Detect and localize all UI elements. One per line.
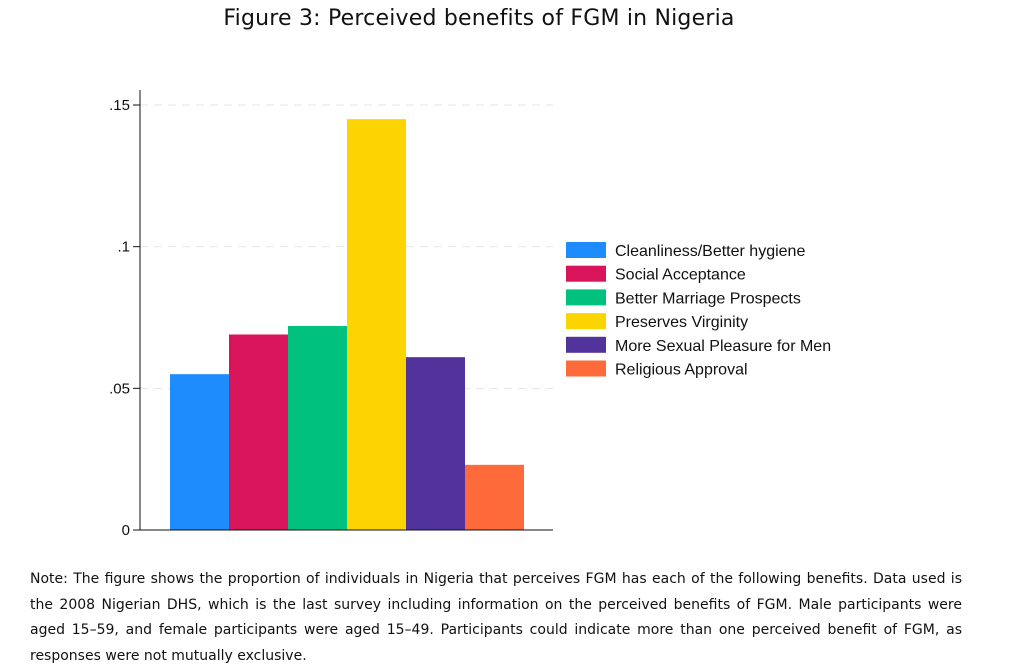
legend-label: Better Marriage Prospects: [615, 290, 801, 307]
legend-swatch: [566, 360, 606, 377]
legend-swatch: [566, 289, 606, 306]
legend-label: Preserves Virginity: [615, 314, 748, 331]
chart-title: Figure 3: Perceived benefits of FGM in N…: [223, 6, 735, 31]
legend-label: Social Acceptance: [615, 267, 746, 284]
bar: [465, 464, 524, 530]
figure-note: Note: The figure shows the proportion of…: [30, 571, 962, 664]
legend-swatch: [566, 265, 606, 282]
legend-swatch: [566, 242, 606, 258]
bar: [229, 334, 288, 530]
legend-swatch: [566, 313, 606, 330]
bar-chart: 0 .05 .1 .15 Cleanliness/Better hygiene Soci…: [109, 90, 831, 539]
legend-swatch: [566, 336, 606, 353]
legend-label: Cleanliness/Better hygiene: [615, 243, 805, 260]
bars: [170, 119, 524, 531]
bar: [288, 326, 347, 530]
y-axis: 0 .05 .1 .15: [109, 90, 553, 539]
bar: [170, 374, 229, 530]
y-tick-label: .15: [109, 97, 130, 114]
legend-label: More Sexual Pleasure for Men: [615, 338, 831, 355]
bar: [406, 357, 465, 530]
bar: [347, 119, 406, 531]
y-tick-label: .05: [109, 380, 130, 397]
y-tick-label: .1: [117, 239, 130, 256]
y-tick-label: 0: [122, 522, 130, 539]
legend: Cleanliness/Better hygiene Social Accepta…: [566, 242, 831, 379]
legend-label: Religious Approval: [615, 362, 748, 379]
